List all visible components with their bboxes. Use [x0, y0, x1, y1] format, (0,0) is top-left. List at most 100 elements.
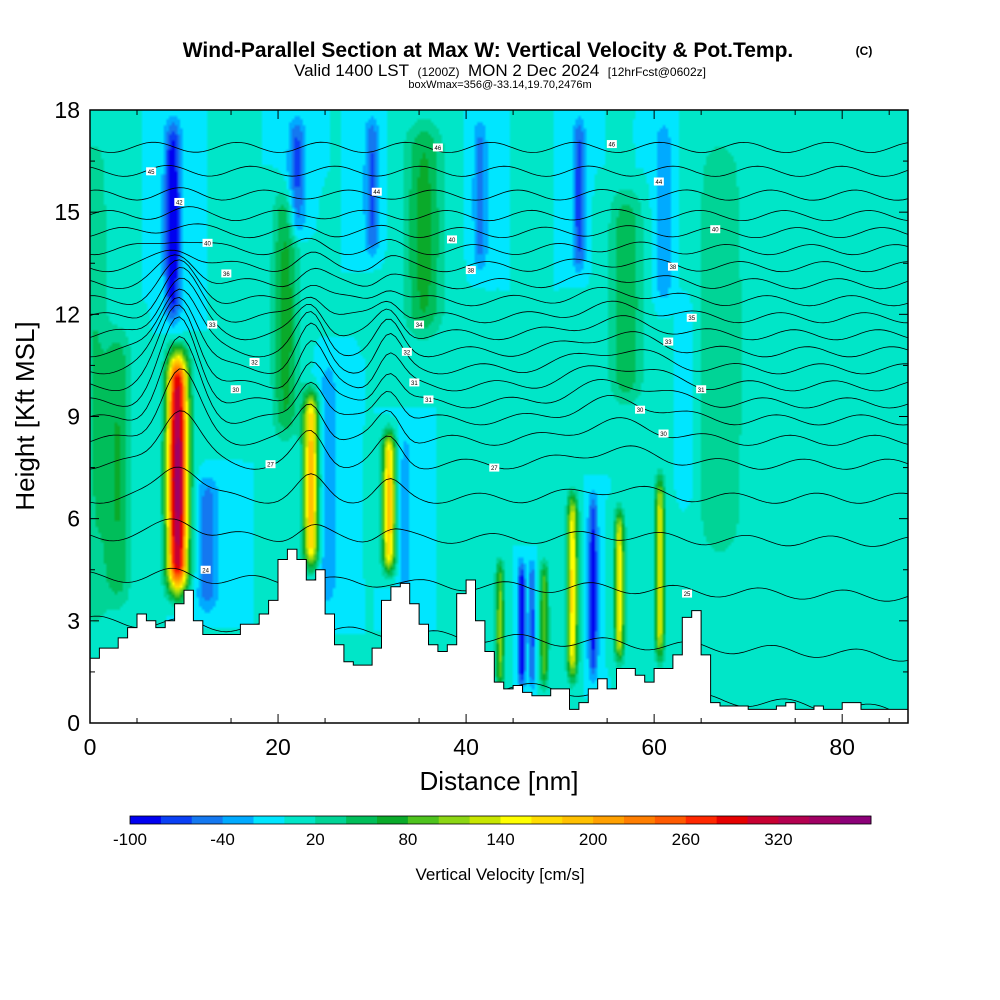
colorbar-swatch — [685, 816, 718, 824]
svg-text:40: 40 — [712, 228, 719, 234]
box-wmax-info: boxWmax=356@-33.14,19.70,2476m — [408, 79, 591, 91]
isentrope-line — [90, 277, 908, 341]
isentrope-line — [90, 466, 908, 504]
svg-text:31: 31 — [698, 388, 705, 394]
svg-text:45: 45 — [148, 170, 155, 176]
isentrope-line — [90, 259, 908, 307]
x-axis: 0 20 40 60 80 — [84, 110, 890, 760]
colorbar-tick-label: 200 — [579, 830, 607, 849]
contour-label: 32 — [249, 358, 260, 367]
contour-label: 31 — [409, 378, 420, 387]
colorbar: -100 -40 20 80 140 200 260 320 — [113, 815, 872, 849]
contour-label: 45 — [146, 167, 157, 176]
svg-text:40: 40 — [204, 241, 211, 247]
isentrope-line — [90, 296, 908, 375]
isentrope-line — [90, 206, 908, 222]
colorbar-swatch — [531, 816, 563, 824]
colorbar-tick-label: -100 — [113, 830, 147, 849]
colorbar-swatch — [840, 816, 872, 824]
colorbar-swatch — [160, 816, 193, 824]
contour-label: 38 — [465, 266, 476, 275]
colorbar-label: Vertical Velocity [cm/s] — [415, 865, 584, 884]
colorbar-swatch — [407, 816, 440, 824]
contour-label: 25 — [682, 589, 693, 598]
isentrope-line — [90, 567, 908, 602]
plot-area: 24 27 27 25 30 32 33 31 32 31 30 30 31 33 34 35 36 38 38 40… — [90, 110, 908, 723]
colorbar-swatch — [747, 816, 779, 824]
colorbar-swatch — [716, 816, 748, 824]
y-tick-label: 6 — [67, 506, 80, 532]
contour-label: 40 — [446, 235, 457, 244]
svg-text:30: 30 — [660, 432, 667, 438]
potential-temperature-contours — [90, 141, 908, 717]
contour-label: 44 — [653, 177, 664, 186]
svg-text:27: 27 — [491, 466, 498, 472]
colorbar-tick-label: 80 — [398, 830, 417, 849]
svg-text:36: 36 — [223, 272, 230, 278]
colorbar-swatch — [593, 816, 625, 824]
contour-label: 40 — [710, 225, 721, 234]
contour-label: 31 — [423, 395, 434, 404]
y-tick-label: 12 — [54, 301, 80, 327]
isentrope-line — [90, 368, 908, 446]
contour-label: 24 — [200, 565, 211, 574]
svg-text:32: 32 — [404, 350, 411, 356]
contour-label: 31 — [696, 385, 707, 394]
chart-title-suffix: (C) — [856, 44, 873, 58]
colorbar-swatch — [778, 816, 810, 824]
vertical-velocity-field — [90, 110, 908, 723]
x-tick-label: 20 — [265, 734, 291, 760]
y-axis-label: Height [Kft MSL] — [10, 321, 40, 510]
svg-text:31: 31 — [411, 381, 418, 387]
svg-text:40: 40 — [449, 238, 456, 244]
contour-label: 46 — [432, 143, 443, 152]
colorbar-swatch — [284, 816, 316, 824]
isentrope-line — [90, 187, 908, 201]
isentrope-line — [90, 237, 908, 256]
contour-label: 36 — [221, 269, 232, 278]
svg-text:30: 30 — [637, 408, 644, 414]
terrain-mask — [90, 548, 908, 723]
isentrope-line — [90, 267, 908, 324]
contour-label: 33 — [207, 320, 218, 329]
x-tick-label: 0 — [84, 734, 97, 760]
contour-label: 32 — [401, 347, 412, 356]
colorbar-swatch — [191, 816, 224, 824]
colorbar-tick-label: -40 — [210, 830, 235, 849]
svg-text:38: 38 — [467, 269, 474, 275]
colorbar-swatch — [130, 816, 162, 824]
svg-text:25: 25 — [684, 592, 691, 598]
svg-text:30: 30 — [232, 388, 239, 394]
chart-subtitle: Valid 1400 LST (1200Z) MON 2 Dec 2024 [1… — [294, 61, 706, 80]
isentrope-line — [90, 288, 908, 358]
colorbar-swatch — [469, 816, 501, 824]
svg-text:46: 46 — [608, 143, 615, 149]
isentrope-line — [90, 249, 908, 273]
colorbar-tick-label: 320 — [764, 830, 792, 849]
contour-label: 40 — [202, 238, 213, 247]
contour-label: 30 — [658, 429, 669, 438]
isentrope-line — [90, 254, 908, 290]
colorbar-swatch — [500, 816, 532, 824]
colorbar-swatch — [315, 816, 347, 824]
svg-text:44: 44 — [655, 180, 662, 186]
svg-text:35: 35 — [688, 316, 695, 322]
colorbar-swatch — [562, 816, 594, 824]
y-tick-label: 15 — [54, 199, 80, 225]
y-tick-label: 9 — [67, 404, 80, 430]
svg-text:32: 32 — [251, 361, 258, 367]
colorbar-tick-label: 140 — [486, 830, 514, 849]
x-tick-label: 40 — [453, 734, 479, 760]
colorbar-swatch — [377, 816, 409, 824]
x-tick-label: 80 — [829, 734, 855, 760]
colorbar-tick-label: 20 — [306, 830, 325, 849]
colorbar-swatch — [346, 816, 378, 824]
svg-text:42: 42 — [176, 200, 183, 206]
contour-label: 33 — [663, 337, 674, 346]
contour-label: 27 — [265, 460, 276, 469]
colorbar-swatch — [438, 816, 471, 824]
svg-text:34: 34 — [416, 323, 423, 329]
svg-text:24: 24 — [202, 568, 209, 574]
contour-label: 35 — [686, 313, 697, 322]
contour-label: 34 — [414, 320, 425, 329]
